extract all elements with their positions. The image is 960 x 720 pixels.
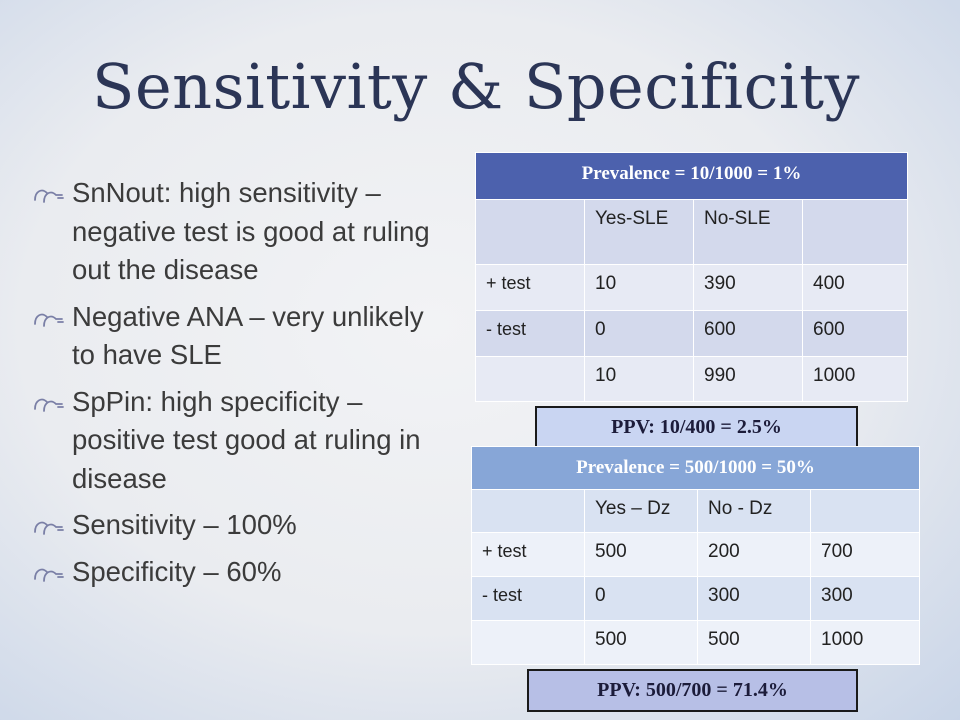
bullet-text: Sensitivity – 100% bbox=[72, 509, 297, 540]
row-label bbox=[475, 356, 585, 402]
table-cell: 500 bbox=[697, 620, 811, 665]
column-header: Yes-SLE bbox=[584, 199, 694, 265]
prevalence-table-1: Prevalence = 10/1000 = 1% Yes-SLE No-SLE… bbox=[475, 152, 908, 402]
table-cell: 10 bbox=[584, 264, 694, 311]
table-row: + test 500 200 700 bbox=[471, 532, 920, 577]
table-cell: 990 bbox=[693, 356, 803, 402]
table-cell: 600 bbox=[693, 310, 803, 357]
table-cell bbox=[475, 199, 585, 265]
table-row: Yes – Dz No - Dz bbox=[471, 489, 920, 533]
table-cell: 700 bbox=[810, 532, 920, 577]
table-cell: 600 bbox=[802, 310, 908, 357]
table-cell bbox=[802, 199, 908, 265]
bullet-text: Negative ANA – very unlikely to have SLE bbox=[72, 300, 424, 371]
table-cell: 1000 bbox=[810, 620, 920, 665]
double-hand-bullet-icon bbox=[34, 189, 64, 203]
table-cell: 500 bbox=[584, 532, 698, 577]
table-row: Yes-SLE No-SLE bbox=[475, 199, 908, 265]
row-label: + test bbox=[475, 264, 585, 311]
prevalence-table-2: Prevalence = 500/1000 = 50% Yes – Dz No … bbox=[471, 446, 920, 665]
table-header: Prevalence = 10/1000 = 1% bbox=[475, 152, 908, 200]
row-label: - test bbox=[471, 576, 585, 621]
row-label bbox=[471, 620, 585, 665]
table-row: 10 990 1000 bbox=[475, 356, 908, 402]
column-header: No-SLE bbox=[693, 199, 803, 265]
table-cell: 10 bbox=[584, 356, 694, 402]
table-cell: 300 bbox=[810, 576, 920, 621]
double-hand-bullet-icon bbox=[34, 521, 64, 535]
table-cell: 390 bbox=[693, 264, 803, 311]
table-cell: 1000 bbox=[802, 356, 908, 402]
table-cell: 0 bbox=[584, 576, 698, 621]
table-cell: 400 bbox=[802, 264, 908, 311]
ppv-box-1: PPV: 10/400 = 2.5% bbox=[535, 406, 858, 448]
slide-title: Sensitivity & Specificity bbox=[92, 50, 861, 123]
ppv-box-2: PPV: 500/700 = 71.4% bbox=[527, 669, 858, 712]
table-header: Prevalence = 500/1000 = 50% bbox=[471, 446, 920, 490]
bullet-specificity: Specificity – 60% bbox=[32, 553, 442, 592]
table-cell: 300 bbox=[697, 576, 811, 621]
table-cell bbox=[471, 489, 585, 533]
row-label: - test bbox=[475, 310, 585, 357]
table-row: - test 0 600 600 bbox=[475, 310, 908, 357]
column-header: No - Dz bbox=[697, 489, 811, 533]
column-header: Yes – Dz bbox=[584, 489, 698, 533]
table-cell: 0 bbox=[584, 310, 694, 357]
bullet-text: SnNout: high sensitivity – negative test… bbox=[72, 177, 430, 285]
table-cell: 500 bbox=[584, 620, 698, 665]
double-hand-bullet-icon bbox=[34, 398, 64, 412]
bullet-sppin: SpPin: high specificity – positive test … bbox=[32, 383, 442, 499]
row-label: + test bbox=[471, 532, 585, 577]
double-hand-bullet-icon bbox=[34, 313, 64, 327]
bullet-snnout: SnNout: high sensitivity – negative test… bbox=[32, 174, 442, 290]
table-row: 500 500 1000 bbox=[471, 620, 920, 665]
table-cell bbox=[810, 489, 920, 533]
table-cell: 200 bbox=[697, 532, 811, 577]
table-row: + test 10 390 400 bbox=[475, 264, 908, 311]
double-hand-bullet-icon bbox=[34, 568, 64, 582]
bullet-negative-ana: Negative ANA – very unlikely to have SLE bbox=[32, 298, 442, 375]
bullet-sensitivity: Sensitivity – 100% bbox=[32, 506, 442, 545]
bullet-text: SpPin: high specificity – positive test … bbox=[72, 385, 421, 494]
bullet-text: Specificity – 60% bbox=[72, 555, 282, 587]
table-row: - test 0 300 300 bbox=[471, 576, 920, 621]
bullet-list: SnNout: high sensitivity – negative test… bbox=[32, 174, 442, 599]
